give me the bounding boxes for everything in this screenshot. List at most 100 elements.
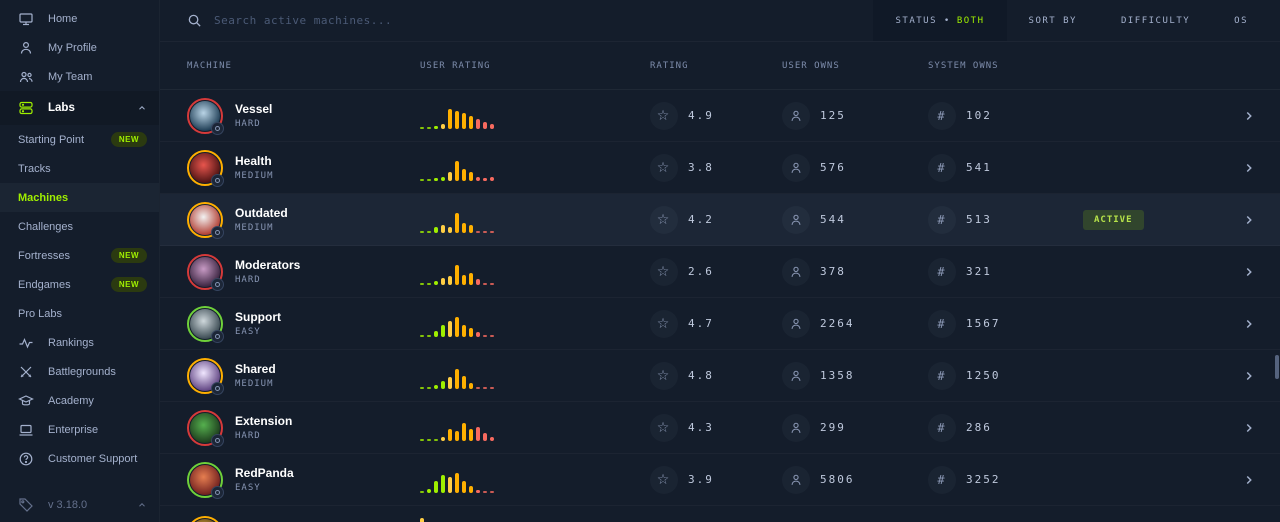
sidebar-item-enterprise[interactable]: Enterprise [0,415,159,444]
row-chevron[interactable] [1220,213,1280,227]
star-icon: ☆ [656,367,672,384]
user-owns-cell: 125 [782,101,928,130]
row-chevron[interactable] [1220,161,1280,175]
filter-button-difficulty[interactable]: DIFFICULTY [1099,0,1212,41]
new-badge: NEW [110,132,147,147]
sidebar-item-fortresses[interactable]: Fortresses NEW [0,241,159,270]
histogram-bar [455,316,459,337]
col-header-user-owns: USER OWNS [782,60,840,71]
histogram-bar [462,274,466,285]
table-row[interactable]: RedPanda EASY ☆ 3.9 5806 # 3252 [160,454,1280,506]
sidebar-item-customer-support[interactable]: Customer Support [0,444,159,473]
scrollbar-thumb[interactable] [1275,355,1279,379]
table-row[interactable]: Outdated MEDIUM ☆ 4.2 544 # 513 ACTIVE [160,194,1280,246]
filter-button-os[interactable]: OS [1212,0,1270,41]
system-owns-cell: # 1567 [928,309,1083,338]
active-status-badge: ACTIVE [1083,209,1144,230]
histogram-bar [427,386,431,389]
machine-avatar [187,516,223,522]
histogram-bar [434,480,438,493]
histogram-bar [455,368,459,389]
histogram-bar [476,386,480,389]
machine-difficulty: EASY [235,483,261,493]
table-row[interactable]: Moderators HARD ☆ 2.6 378 # 321 [160,246,1280,298]
sidebar-item-my-profile[interactable]: My Profile [0,33,159,62]
histogram-bar [427,126,431,129]
histogram-bar [441,123,445,129]
hash-icon: # [937,472,947,487]
sidebar-version[interactable]: v 3.18.0 [0,488,159,522]
histogram-bar [441,436,445,441]
filter-button-sort-by[interactable]: SORT BY [1007,0,1099,41]
table-row[interactable]: Shared MEDIUM ☆ 4.8 1358 # 1250 [160,350,1280,402]
machine-avatar [187,305,224,343]
user-rating-histogram [420,103,650,129]
row-chevron[interactable] [1220,317,1280,331]
avatar-os-badge [211,485,224,499]
hash-icon: # [937,368,947,383]
sidebar-item-labs[interactable]: Labs [0,91,159,125]
machine-avatar [187,201,224,239]
row-chevron[interactable] [1220,421,1280,435]
histogram-bar [441,474,445,493]
avatar-os-badge [211,277,224,291]
rating-value: 4.8 [688,369,714,382]
sidebar-item-starting-point[interactable]: Starting Point NEW [0,125,159,154]
system-owns-cell: # 1250 [928,361,1083,390]
star-icon: ☆ [656,315,672,332]
user-icon [782,309,810,338]
histogram-bar [476,230,480,233]
table-row[interactable]: Extension HARD ☆ 4.3 299 # 286 [160,402,1280,454]
star-icon: ☆ [656,471,672,488]
sidebar-item-battlegrounds[interactable]: Battlegrounds [0,357,159,386]
row-chevron[interactable] [1220,473,1280,487]
user-icon [782,465,810,494]
sidebar-item-label: My Team [48,70,93,83]
row-chevron[interactable] [1220,109,1280,123]
sidebar-item-rankings[interactable]: Rankings [0,328,159,357]
machine-avatar [187,461,224,499]
row-chevron[interactable] [1220,265,1280,279]
sidebar-item-label: Home [48,12,78,25]
histogram-bar [420,386,424,389]
sidebar-item-label: Machines [18,191,69,204]
search-input[interactable] [214,14,514,27]
machine-difficulty: HARD [235,119,261,129]
histogram-bar [427,230,431,233]
histogram-bar [420,230,424,233]
sidebar-item-pro-labs[interactable]: Pro Labs [0,299,159,328]
system-owns-value: 513 [966,213,992,226]
histogram-bar [448,171,452,181]
filter-button-status[interactable]: STATUS • BOTH [873,0,1007,41]
user-owns-value: 576 [820,161,846,174]
table-row[interactable]: Vessel HARD ☆ 4.9 125 # 102 [160,90,1280,142]
user-owns-value: 2264 [820,317,855,330]
machine-difficulty: HARD [235,275,261,285]
histogram-bar [455,212,459,233]
sidebar-item-machines[interactable]: Machines [0,183,159,212]
avatar-os-badge [211,173,224,187]
sidebar-item-challenges[interactable]: Challenges [0,212,159,241]
histogram-bar [448,226,452,233]
version-label: v 3.18.0 [48,499,88,511]
star-icon: ☆ [656,211,672,228]
system-owns-value: 321 [966,265,992,278]
tag-icon [18,497,34,513]
table-row[interactable]: Support EASY ☆ 4.7 2264 # 1567 [160,298,1280,350]
sidebar-item-tracks[interactable]: Tracks [0,154,159,183]
row-chevron[interactable] [1220,369,1280,383]
sidebar-item-home[interactable]: Home [0,4,159,33]
user-owns-value: 5806 [820,473,855,486]
sidebar-item-label: Starting Point [18,133,85,146]
histogram-bar [490,490,494,493]
table-row[interactable]: Health MEDIUM ☆ 3.8 576 # 541 [160,142,1280,194]
system-owns-cell: # 541 [928,153,1083,182]
user-icon [782,361,810,390]
sidebar-item-endgames[interactable]: Endgames NEW [0,270,159,299]
histogram-bar [469,428,473,441]
sidebar-item-academy[interactable]: Academy [0,386,159,415]
sidebar-item-my-team[interactable]: My Team [0,62,159,91]
sidebar-item-label: Tracks [18,162,51,175]
sidebar-item-label: Battlegrounds [48,365,116,378]
user-icon [782,257,810,286]
